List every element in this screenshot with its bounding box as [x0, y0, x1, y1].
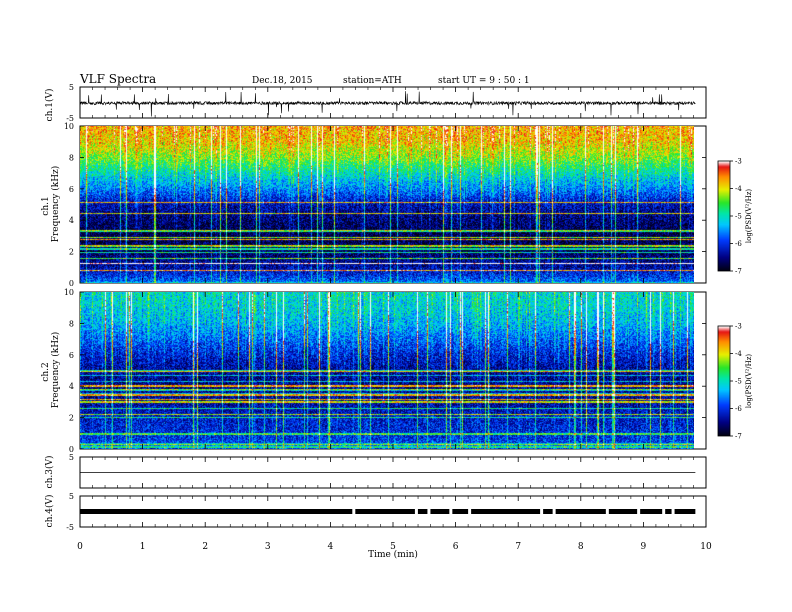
ch3-waveform-ylabel: ch.3(V): [44, 456, 55, 489]
y-tick-label: 5: [69, 83, 74, 92]
ch2-colorbar-label: log(PSD(V²/Hz): [745, 354, 753, 409]
x-tick-label: 3: [265, 542, 271, 552]
y-tick-label: 6: [69, 185, 74, 194]
ch4-data-gap: [449, 508, 453, 515]
ch4-data-gap: [552, 508, 556, 515]
ch2-spectrogram-channel-label: ch.2: [41, 362, 51, 381]
ch1-waveform-series: [79, 91, 696, 117]
ch4-data-gap: [671, 508, 675, 515]
ch4-data-gap: [662, 508, 666, 515]
colorbar-tick-label: -6: [735, 240, 742, 248]
ch4-data-gap: [605, 508, 609, 515]
ch1-waveform-ylabel: ch.1(V): [44, 89, 55, 122]
colorbar-tick-label: -5: [735, 213, 742, 221]
ch2-spectrogram-ylabel: Frequency (kHz): [50, 332, 61, 409]
ch4-data-gap: [352, 508, 356, 515]
chart-marks: -3-4-5-6-7-3-4-5-6-7024681002468105-555-…: [64, 83, 743, 552]
x-tick-label: 9: [641, 542, 647, 552]
ch1-spectrogram-ylabel: Frequency (kHz): [50, 166, 61, 243]
ch1-spectrogram-heatmap: [80, 126, 694, 283]
x-tick-label: 1: [140, 542, 146, 552]
start-ut-label: start UT = 9 : 50 : 1: [438, 76, 530, 86]
y-tick-label: 8: [69, 319, 74, 328]
colorbar-tick-label: -3: [735, 158, 742, 166]
y-tick-label: 0: [69, 279, 74, 288]
ch4-waveform-series: [80, 509, 696, 514]
figure-title: VLF Spectra: [79, 72, 156, 86]
x-tick-label: 6: [453, 542, 459, 552]
y-tick-label: 0: [69, 445, 74, 454]
y-tick-label: 5: [69, 453, 74, 462]
y-tick-label: 4: [69, 216, 74, 225]
date-label: Dec.18, 2015: [252, 76, 313, 86]
x-tick-label: 8: [578, 542, 584, 552]
y-tick-label: 10: [64, 288, 74, 297]
station-label: station=ATH: [343, 76, 402, 86]
x-tick-label: 10: [700, 542, 712, 552]
colorbar-tick-label: -7: [735, 433, 742, 441]
ch1-colorbar: [718, 161, 730, 271]
x-axis-label: Time (min): [368, 549, 418, 560]
ch4-data-gap: [540, 508, 544, 515]
y-tick-label: 8: [69, 153, 74, 162]
colorbar-tick-label: -4: [735, 185, 742, 193]
y-tick-label: 2: [69, 248, 74, 257]
y-tick-label: 5: [69, 492, 74, 501]
colorbar-tick-label: -5: [735, 378, 742, 386]
ch4-data-gap: [427, 508, 431, 515]
ch4-data-gap: [637, 508, 641, 515]
x-tick-label: 5: [390, 542, 396, 552]
ch4-waveform-ylabel: ch.4(V): [44, 495, 55, 528]
colorbar-tick-label: -7: [735, 268, 742, 276]
y-tick-label: -5: [66, 114, 74, 123]
ch2-colorbar: [718, 326, 730, 436]
colorbar-tick-label: -4: [735, 350, 742, 358]
x-tick-label: 2: [202, 542, 208, 552]
y-tick-label: -5: [66, 523, 74, 532]
y-tick-label: 2: [69, 414, 74, 423]
y-tick-label: 4: [69, 382, 74, 391]
x-tick-label: 0: [77, 542, 83, 552]
ch1-spectrogram-channel-label: ch.1: [41, 196, 51, 215]
x-tick-label: 7: [515, 542, 521, 552]
ch1-colorbar-label: log(PSD(V²/Hz): [745, 189, 753, 244]
x-tick-label: 4: [328, 542, 334, 552]
colorbar-tick-label: -6: [735, 405, 742, 413]
ch4-data-gap: [468, 508, 472, 515]
colorbar-tick-label: -3: [735, 323, 742, 331]
y-tick-label: 10: [64, 122, 74, 131]
y-tick-label: 6: [69, 351, 74, 360]
ch4-data-gap: [414, 508, 418, 515]
ch2-spectrogram-heatmap: [80, 292, 694, 449]
